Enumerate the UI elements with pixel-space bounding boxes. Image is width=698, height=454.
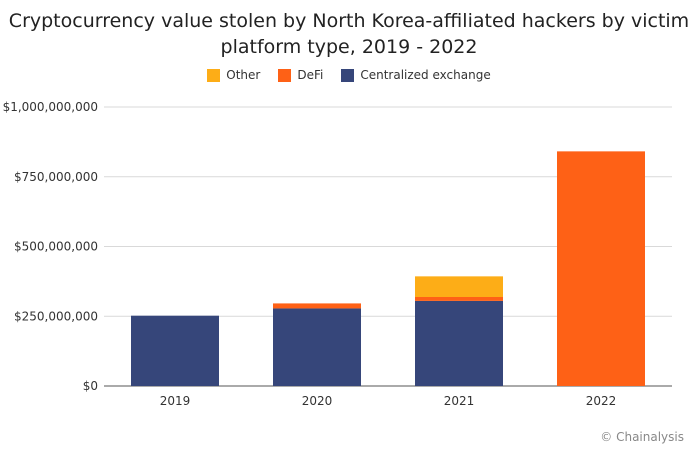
x-tick-label-2021: 2021 xyxy=(444,394,475,408)
legend-swatch-centralized-exchange xyxy=(341,68,355,82)
bar-2021-other xyxy=(415,276,503,297)
legend-label-centralized-exchange: Centralized exchange xyxy=(360,68,491,82)
legend-swatch-defi xyxy=(278,68,292,82)
bar-2022-defi xyxy=(557,151,645,386)
chart-title-line-1: Cryptocurrency value stolen by North Kor… xyxy=(8,10,690,32)
bar-2020-defi xyxy=(273,303,361,309)
legend-item-centralized-exchange: Centralized exchange xyxy=(341,68,491,82)
legend-item-defi: DeFi xyxy=(278,68,323,82)
chainalysis-credit: © Chainalysis xyxy=(600,430,684,444)
x-tick-label-2020: 2020 xyxy=(302,394,333,408)
legend-swatch-other xyxy=(207,68,221,82)
legend-item-other: Other xyxy=(207,68,260,82)
chart-legend: Other DeFi Centralized exchange xyxy=(0,68,698,82)
bar-2020-centralized-exchange xyxy=(273,308,361,386)
y-tick-label-4: $1,000,000,000 xyxy=(3,100,98,114)
chart-title-line-2: platform type, 2019 - 2022 xyxy=(220,36,478,58)
y-tick-label-1: $250,000,000 xyxy=(14,309,98,323)
bar-2021-centralized-exchange xyxy=(415,300,503,386)
x-tick-label-2019: 2019 xyxy=(160,394,191,408)
y-tick-label-3: $750,000,000 xyxy=(14,170,98,184)
bar-2019-centralized-exchange xyxy=(131,315,219,386)
x-tick-label-2022: 2022 xyxy=(586,394,617,408)
y-tick-label-2: $500,000,000 xyxy=(14,240,98,254)
chart-title: Cryptocurrency value stolen by North Kor… xyxy=(0,8,698,60)
legend-label-defi: DeFi xyxy=(297,68,324,82)
bar-2021-defi xyxy=(415,296,503,301)
y-tick-label-0: $0 xyxy=(83,379,98,393)
legend-label-other: Other xyxy=(226,68,261,82)
